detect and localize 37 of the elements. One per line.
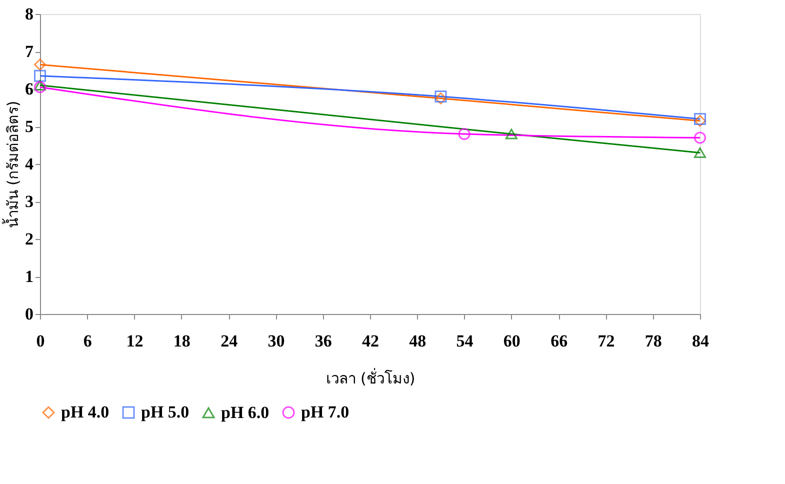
y-tick-label: 4	[25, 154, 34, 174]
y-tick-label: 0	[25, 304, 34, 324]
x-tick-label: 84	[692, 332, 710, 350]
y-tick-label: 1	[25, 267, 34, 286]
point	[34, 58, 46, 71]
legend-label: pH 4.0	[61, 402, 110, 422]
x-tick-label: 48	[409, 332, 426, 350]
y-tick-label: 5	[25, 117, 34, 136]
legend-label: pH 6.0	[221, 402, 270, 422]
x-tick-label: 42	[362, 332, 379, 350]
x-tick-label: 12	[126, 332, 144, 350]
x-tick-label: 6	[83, 332, 92, 350]
point	[694, 147, 706, 158]
point	[34, 81, 46, 94]
y-tick-label: 8	[25, 4, 34, 24]
x-tick-label: 78	[644, 332, 662, 350]
point	[34, 80, 46, 91]
x-tick-label: 66	[550, 332, 568, 350]
x-tick-label: 24	[220, 332, 238, 350]
y-axis-title: น้ำมัน (กรัมต่อลิตร)	[2, 100, 22, 228]
point	[458, 128, 470, 140]
x-tick-label: 30	[268, 332, 285, 350]
x-tick-label: 72	[598, 332, 615, 350]
x-tick-label: 54	[456, 332, 474, 350]
y-tick-label: 2	[25, 230, 34, 248]
y-tick-label: 3	[25, 192, 34, 211]
x-axis-title: เวลา (ชั่วโมง)	[326, 368, 416, 388]
y-tick-label: 7	[25, 42, 34, 61]
x-tick-label: 18	[173, 332, 190, 350]
point	[694, 132, 706, 144]
legend-label: pH 5.0	[141, 402, 190, 422]
point	[34, 70, 46, 82]
x-tick-label: 36	[314, 332, 332, 350]
x-tick-label: 60	[503, 332, 520, 350]
legend-label: pH 7.0	[301, 402, 350, 422]
point	[505, 128, 518, 140]
y-tick-label: 6	[25, 80, 34, 98]
